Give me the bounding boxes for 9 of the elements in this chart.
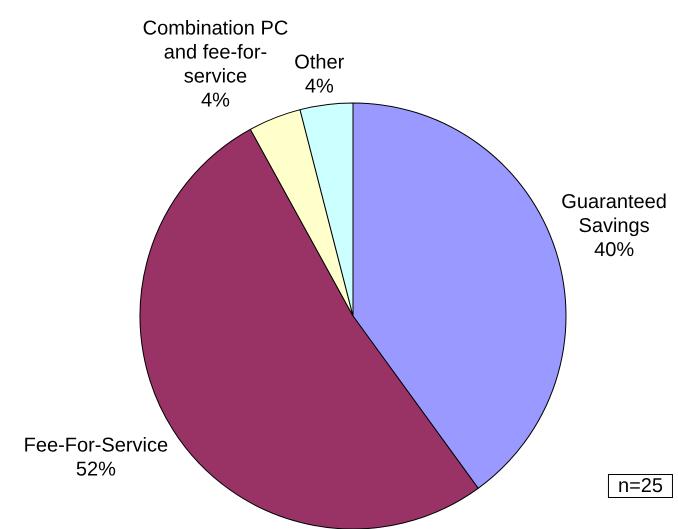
data-label: 52% <box>76 458 116 480</box>
slice-label: Fee-For-Service <box>24 434 168 456</box>
slice-label: Other <box>294 52 345 74</box>
data-label: 4% <box>304 76 334 98</box>
data-label: 40% <box>594 239 634 262</box>
data-label: 4% <box>201 89 230 112</box>
slice-label: Guaranteed Savings <box>561 191 667 238</box>
slice-label: Combination PC and fee-for-service <box>142 17 288 88</box>
text: n=25 <box>618 475 664 497</box>
